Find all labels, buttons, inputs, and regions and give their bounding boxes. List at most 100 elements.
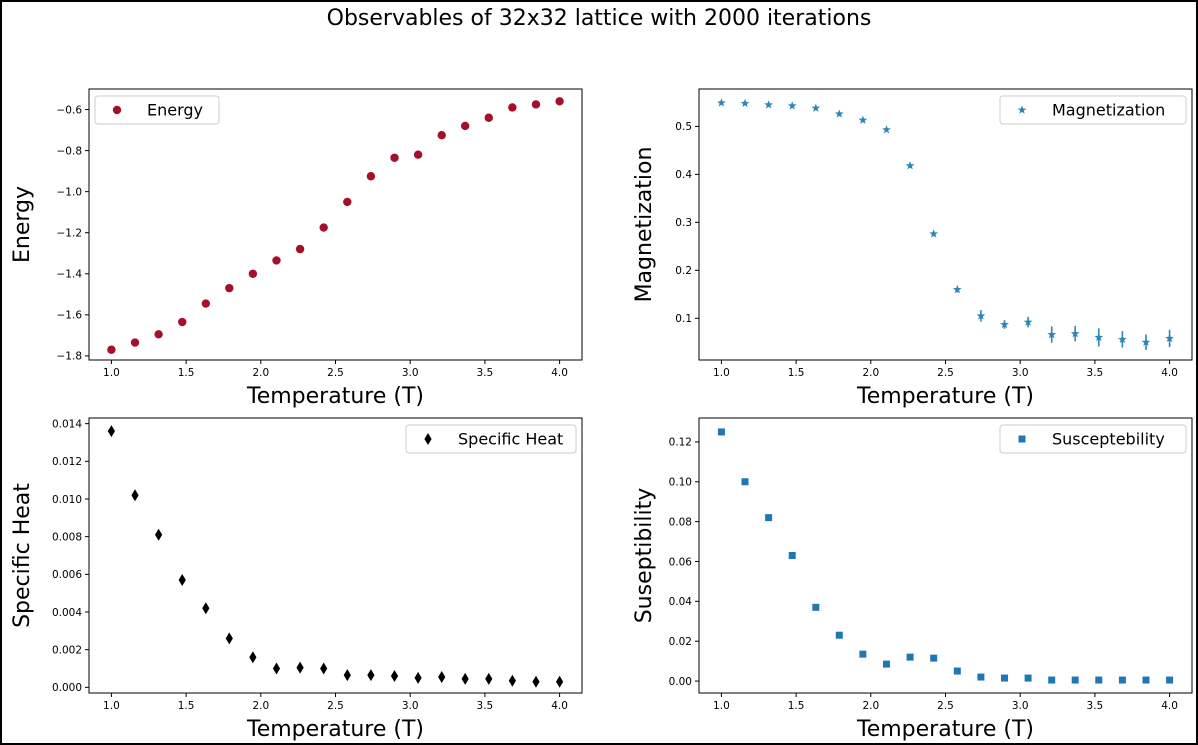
data-point	[1024, 674, 1032, 682]
y-tick-label: 0.06	[669, 556, 693, 568]
y-tick-label: 0.006	[52, 569, 82, 581]
legend-box	[94, 95, 220, 125]
y-tick-label: 0.000	[52, 682, 82, 694]
x-tick-label: 1.0	[103, 700, 120, 712]
data-point	[905, 161, 915, 170]
x-tick-label: 3.5	[1087, 700, 1104, 712]
data-point	[765, 514, 773, 522]
y-tick-label: −0.6	[57, 104, 83, 116]
y-tick-label: 0.04	[669, 596, 693, 608]
data-point	[130, 338, 140, 347]
y-tick-label: 0.4	[675, 169, 692, 181]
data-point	[225, 632, 233, 645]
data-point	[414, 671, 422, 684]
x-tick-label: 1.5	[788, 367, 805, 379]
data-point	[508, 103, 517, 112]
y-tick-label: 0.014	[52, 418, 82, 430]
data-point	[1141, 337, 1151, 346]
data-point	[107, 425, 116, 438]
y-tick-label: −0.8	[57, 145, 83, 157]
chart-susceptibility: 1.0 1.5 2.0 2.5 3.0 3.5 4.0 0.00 0.02 0.04 0.06 0.0…	[632, 417, 1193, 742]
legend-box	[999, 424, 1187, 454]
data-point	[178, 573, 186, 586]
y-tick-label: −1.2	[57, 228, 83, 240]
plot-area	[88, 417, 583, 694]
data-point	[343, 197, 352, 207]
data-point	[201, 299, 211, 308]
y-axis-label: Magnetization	[632, 147, 657, 303]
data-point	[460, 121, 470, 131]
data-point	[1118, 676, 1126, 684]
data-point	[484, 113, 493, 122]
data-point	[319, 223, 328, 232]
data-point	[225, 283, 234, 293]
x-tick-label: 2.5	[937, 700, 954, 712]
data-point	[1001, 674, 1009, 682]
x-tick-label: 4.0	[551, 367, 568, 379]
y-tick-label: −1.8	[57, 351, 83, 363]
x-axis-label: Temperature (T)	[246, 384, 424, 409]
data-point	[882, 125, 891, 134]
x-tick-label: 3.0	[402, 700, 419, 712]
data-point	[859, 650, 867, 658]
y-tick-label: 0.004	[52, 607, 82, 619]
x-tick-label: 1.0	[103, 367, 120, 379]
x-tick-label: 1.5	[178, 700, 195, 712]
data-point	[178, 317, 187, 327]
data-point	[1095, 676, 1103, 684]
plot-area	[88, 88, 583, 361]
data-point	[438, 670, 446, 683]
data-point	[390, 153, 399, 162]
data-point	[296, 661, 304, 674]
x-tick-label: 2.0	[862, 367, 879, 379]
y-tick-label: 0.1	[675, 313, 692, 325]
data-point	[155, 528, 163, 541]
data-point	[717, 428, 725, 436]
legend-label: Magnetization	[1052, 101, 1165, 120]
x-axis-label: Temperature (T)	[856, 717, 1034, 742]
x-tick-label: 2.0	[252, 367, 269, 379]
legend: Specific Heat	[405, 424, 577, 454]
data-point	[1094, 332, 1104, 342]
legend: Magnetization	[999, 95, 1187, 125]
plot-area	[698, 417, 1193, 694]
plot-area	[698, 88, 1193, 361]
data-point	[555, 675, 564, 688]
legend-box	[999, 95, 1187, 125]
x-axis-label: Temperature (T)	[856, 384, 1034, 409]
data-point	[741, 478, 749, 486]
data-point	[976, 311, 986, 320]
legend-label: Energy	[147, 101, 203, 120]
data-point	[1048, 676, 1056, 684]
data-point	[858, 115, 868, 124]
data-point	[461, 672, 469, 685]
data-point	[249, 651, 257, 664]
legend-label: Susceptebility	[1052, 430, 1165, 449]
y-tick-label: 0.10	[669, 477, 692, 489]
y-tick-label: 0.00	[669, 676, 692, 688]
legend-marker	[424, 433, 432, 445]
x-tick-label: 1.5	[788, 700, 805, 712]
y-axis-label: Specific Heat	[10, 483, 35, 628]
data-point	[202, 602, 210, 615]
legend-marker	[1017, 105, 1027, 114]
data-point	[367, 669, 375, 682]
data-point	[272, 256, 281, 265]
data-point	[508, 674, 516, 687]
data-point	[343, 669, 351, 682]
y-tick-label: 0.008	[52, 531, 82, 543]
legend-marker	[112, 105, 122, 115]
data-point	[906, 653, 914, 661]
figure-title: Observables of 32x32 lattice with 2000 i…	[326, 6, 872, 31]
x-tick-label: 2.5	[327, 367, 344, 379]
data-point	[835, 631, 843, 639]
data-point	[413, 150, 423, 159]
data-point	[764, 100, 773, 109]
x-tick-label: 2.0	[862, 700, 879, 712]
x-tick-label: 3.0	[1012, 367, 1029, 379]
y-tick-label: 0.2	[675, 265, 692, 277]
legend-marker	[1018, 435, 1026, 443]
data-point	[788, 552, 796, 559]
x-tick-label: 4.0	[1161, 700, 1178, 712]
data-point	[532, 675, 540, 688]
